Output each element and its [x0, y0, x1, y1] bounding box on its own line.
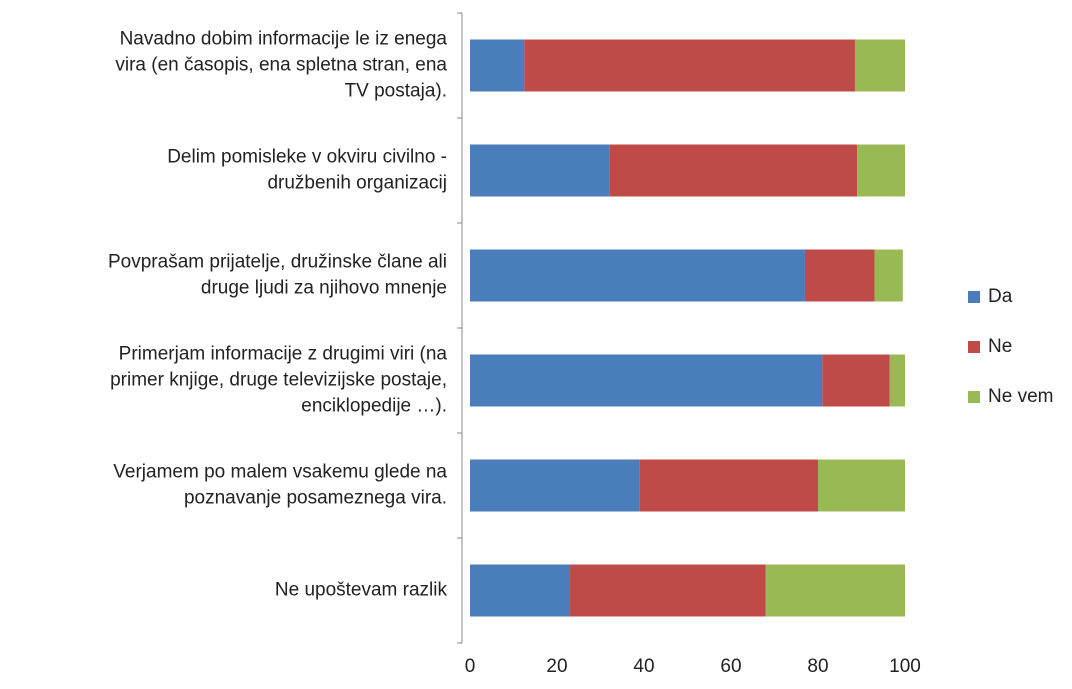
bar-segment	[470, 459, 640, 512]
bar-segment	[889, 354, 905, 407]
y-tick-label: Primerjam informacije z drugimi viri (na	[119, 344, 448, 365]
x-tick-label: 20	[546, 656, 567, 677]
bar-segment	[470, 39, 525, 92]
y-tick-label: Navadno dobim informacije le iz enega	[120, 29, 448, 50]
legend-label: Da	[988, 286, 1013, 307]
bar-segment	[765, 564, 905, 617]
bar-segment	[470, 249, 805, 302]
bar-segment	[639, 459, 818, 512]
y-tick-label: poznavanje posameznega vira.	[184, 488, 447, 509]
x-tick-label: 60	[720, 656, 741, 677]
y-tick-label: družbenih organizacij	[267, 173, 447, 194]
bar-segment	[822, 354, 890, 407]
bar-segment	[804, 249, 875, 302]
bar-segment	[470, 354, 823, 407]
bar-segment	[874, 249, 903, 302]
legend-label: Ne vem	[988, 386, 1053, 407]
bar-segment	[818, 459, 905, 512]
y-tick-label: primer knjige, druge televizijske postaj…	[110, 370, 447, 391]
y-tick-label: enciklopedije …).	[301, 396, 447, 417]
legend-label: Ne	[988, 336, 1012, 357]
y-tick-label: Delim pomisleke v okviru civilno -	[167, 147, 447, 168]
y-tick-label: druge ljudi za njihovo mnenje	[201, 278, 447, 299]
bar-segment	[570, 564, 766, 617]
x-tick-label: 80	[807, 656, 828, 677]
x-tick-label: 40	[633, 656, 654, 677]
legend-swatch	[968, 341, 980, 353]
legend-swatch	[968, 391, 980, 403]
y-tick-label: TV postaja).	[345, 81, 447, 102]
y-tick-label: Ne upoštevam razlik	[275, 580, 448, 601]
legend-swatch	[968, 291, 980, 303]
bar-segment	[857, 144, 905, 197]
y-tick-label: Verjamem po malem vsakemu glede na	[113, 462, 447, 483]
bar-segment	[470, 144, 610, 197]
x-tick-label: 100	[889, 656, 921, 677]
x-tick-label: 0	[465, 656, 476, 677]
y-tick-label: vira (en časopis, ena spletna stran, ena	[115, 55, 447, 76]
bar-segment	[854, 39, 905, 92]
bar-segment	[470, 564, 571, 617]
bar-segment	[609, 144, 858, 197]
bar-segment	[524, 39, 855, 92]
y-tick-label: Povprašam prijatelje, družinske člane al…	[108, 252, 447, 273]
